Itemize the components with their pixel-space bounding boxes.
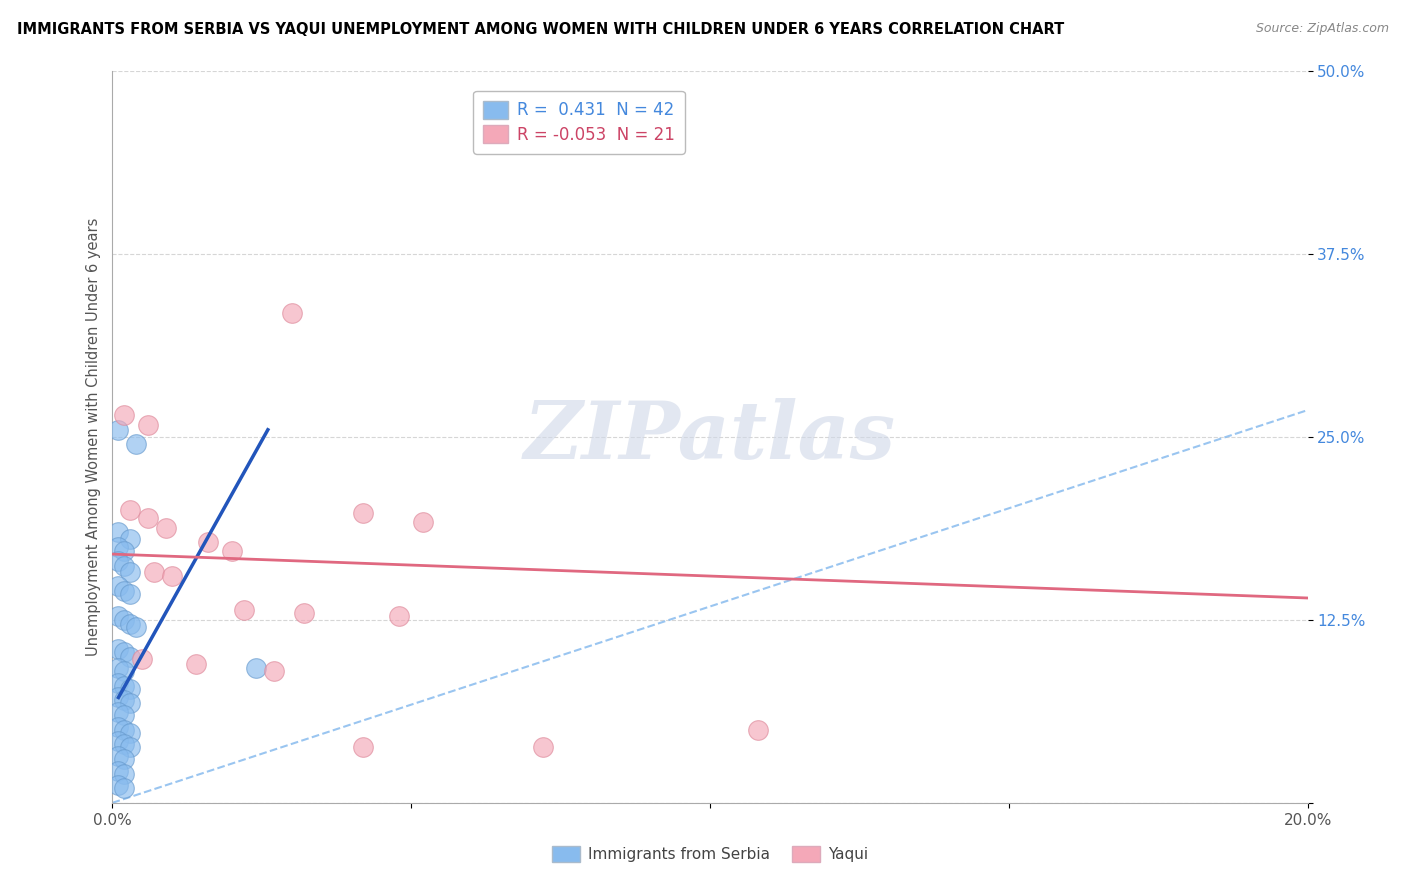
Point [138, 418, 160, 433]
Point [107, 661, 129, 675]
Point [107, 720, 129, 734]
Point [233, 603, 256, 617]
Point [531, 740, 554, 755]
Point [162, 569, 183, 583]
Point [114, 752, 135, 766]
Point [353, 506, 375, 520]
Point [114, 544, 135, 558]
Point [120, 681, 142, 696]
Point [107, 642, 129, 657]
Point [107, 525, 129, 540]
Point [107, 608, 129, 623]
Point [107, 423, 129, 437]
Point [120, 649, 142, 664]
Point [197, 535, 219, 549]
Legend: Immigrants from Serbia, Yaqui: Immigrants from Serbia, Yaqui [547, 840, 873, 868]
Point [114, 583, 135, 598]
Point [107, 540, 129, 554]
Point [114, 679, 135, 693]
Point [114, 408, 135, 422]
Point [120, 533, 142, 547]
Point [107, 554, 129, 568]
Point [114, 723, 135, 737]
Point [125, 620, 148, 634]
Point [292, 606, 315, 620]
Point [114, 613, 135, 627]
Y-axis label: Unemployment Among Women with Children Under 6 years: Unemployment Among Women with Children U… [86, 218, 101, 657]
Point [114, 708, 135, 723]
Point [120, 617, 142, 632]
Point [747, 723, 769, 737]
Point [412, 515, 434, 529]
Point [114, 737, 135, 751]
Point [388, 608, 411, 623]
Point [131, 652, 153, 666]
Point [107, 705, 129, 719]
Point [125, 437, 148, 451]
Point [143, 565, 166, 579]
Point [245, 661, 267, 675]
Point [353, 740, 375, 755]
Point [107, 749, 129, 764]
Point [114, 766, 135, 780]
Point [107, 734, 129, 748]
Point [281, 306, 304, 320]
Text: ZIPatlas: ZIPatlas [524, 399, 896, 475]
Point [107, 676, 129, 690]
Point [155, 521, 177, 535]
Text: IMMIGRANTS FROM SERBIA VS YAQUI UNEMPLOYMENT AMONG WOMEN WITH CHILDREN UNDER 6 Y: IMMIGRANTS FROM SERBIA VS YAQUI UNEMPLOY… [17, 22, 1064, 37]
Point [107, 579, 129, 593]
Point [120, 565, 142, 579]
Point [186, 657, 208, 671]
Point [114, 664, 135, 678]
Point [114, 693, 135, 707]
Point [107, 690, 129, 705]
Point [263, 664, 285, 678]
Point [138, 510, 160, 524]
Text: Source: ZipAtlas.com: Source: ZipAtlas.com [1256, 22, 1389, 36]
Point [114, 558, 135, 573]
Point [107, 764, 129, 778]
Point [120, 740, 142, 755]
Point [120, 503, 142, 517]
Point [221, 544, 243, 558]
Point [120, 725, 142, 739]
Point [107, 778, 129, 792]
Point [114, 781, 135, 796]
Point [114, 645, 135, 659]
Point [120, 696, 142, 710]
Point [120, 586, 142, 600]
